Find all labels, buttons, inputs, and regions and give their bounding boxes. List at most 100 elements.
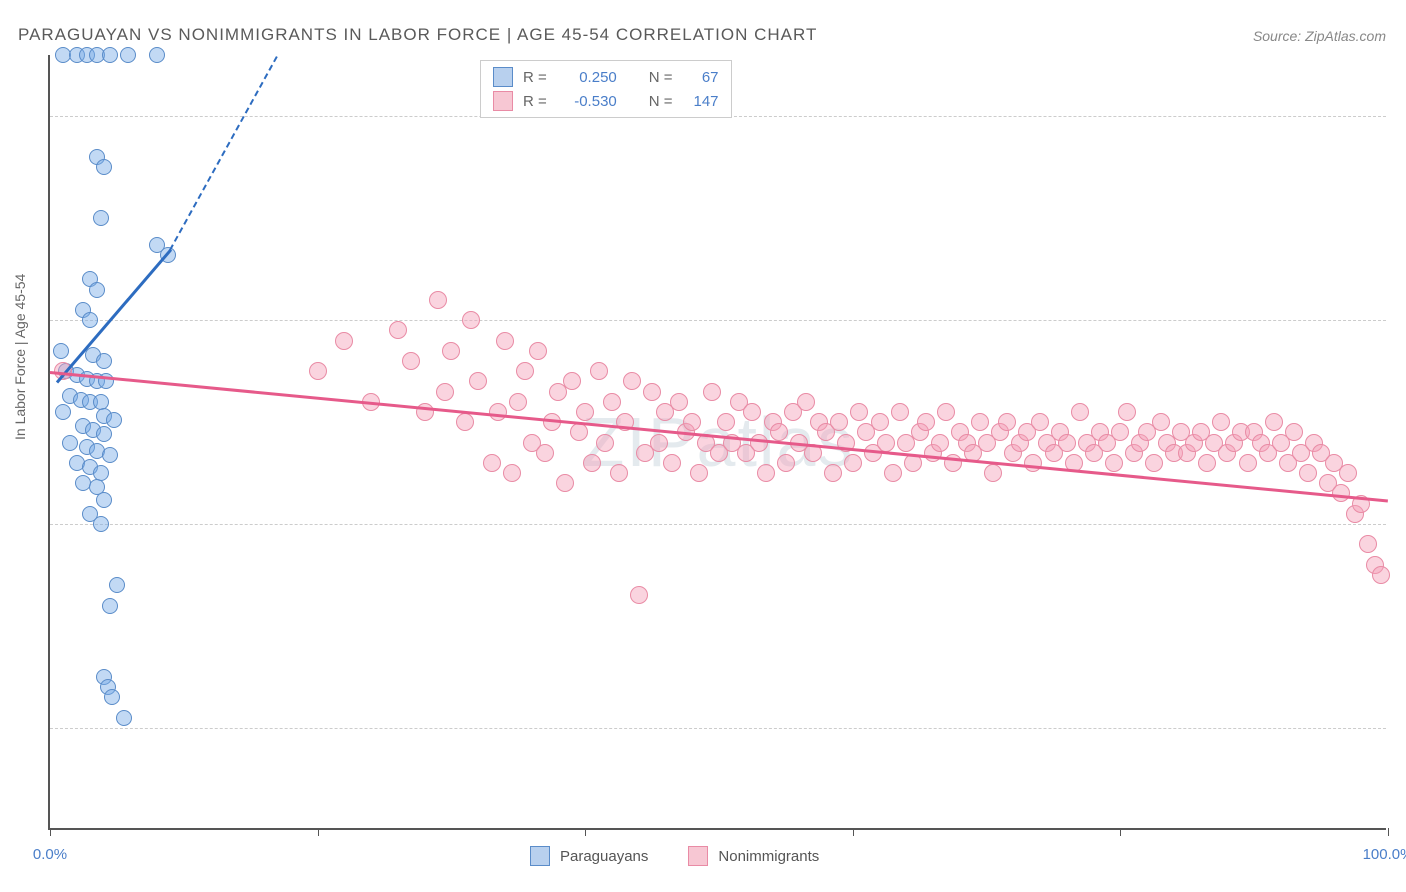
data-point-nonimmigrants — [509, 393, 527, 411]
data-point-paraguayans — [55, 404, 71, 420]
data-point-nonimmigrants — [757, 464, 775, 482]
source-attribution: Source: ZipAtlas.com — [1253, 28, 1386, 44]
legend-n-value: 67 — [683, 69, 719, 86]
data-point-nonimmigrants — [623, 372, 641, 390]
data-point-nonimmigrants — [603, 393, 621, 411]
data-point-nonimmigrants — [456, 413, 474, 431]
data-point-nonimmigrants — [643, 383, 661, 401]
data-point-paraguayans — [106, 412, 122, 428]
legend-swatch — [530, 846, 550, 866]
chart-title: PARAGUAYAN VS NONIMMIGRANTS IN LABOR FOR… — [18, 25, 817, 45]
data-point-nonimmigrants — [1145, 454, 1163, 472]
trend-line — [56, 249, 172, 384]
data-point-nonimmigrants — [1111, 423, 1129, 441]
data-point-nonimmigrants — [1058, 434, 1076, 452]
x-tick — [318, 828, 319, 836]
data-point-nonimmigrants — [309, 362, 327, 380]
data-point-nonimmigrants — [743, 403, 761, 421]
legend-r-label: R = — [523, 69, 547, 86]
data-point-nonimmigrants — [1105, 454, 1123, 472]
data-point-paraguayans — [93, 516, 109, 532]
chart-container: PARAGUAYAN VS NONIMMIGRANTS IN LABOR FOR… — [0, 0, 1406, 892]
data-point-paraguayans — [116, 710, 132, 726]
data-point-nonimmigrants — [844, 454, 862, 472]
data-point-paraguayans — [102, 47, 118, 63]
data-point-paraguayans — [104, 689, 120, 705]
grid-line — [50, 320, 1386, 321]
data-point-nonimmigrants — [984, 464, 1002, 482]
data-point-paraguayans — [53, 343, 69, 359]
x-tick-label: 100.0% — [1363, 846, 1406, 863]
data-point-nonimmigrants — [590, 362, 608, 380]
data-point-nonimmigrants — [931, 434, 949, 452]
legend-n-label: N = — [649, 93, 673, 110]
data-point-nonimmigrants — [536, 444, 554, 462]
data-point-nonimmigrants — [937, 403, 955, 421]
data-point-nonimmigrants — [1152, 413, 1170, 431]
legend-r-label: R = — [523, 93, 547, 110]
legend-label: Nonimmigrants — [718, 848, 819, 865]
data-point-nonimmigrants — [489, 403, 507, 421]
data-point-paraguayans — [149, 47, 165, 63]
x-tick — [1388, 828, 1389, 836]
data-point-nonimmigrants — [583, 454, 601, 472]
legend-n-label: N = — [649, 69, 673, 86]
data-point-nonimmigrants — [777, 454, 795, 472]
trend-line — [170, 56, 279, 251]
data-point-nonimmigrants — [570, 423, 588, 441]
data-point-paraguayans — [120, 47, 136, 63]
data-point-nonimmigrants — [462, 311, 480, 329]
legend-row: R = -0.530 N = 147 — [493, 89, 719, 113]
data-point-nonimmigrants — [830, 413, 848, 431]
data-point-nonimmigrants — [1031, 413, 1049, 431]
data-point-nonimmigrants — [877, 434, 895, 452]
data-point-nonimmigrants — [610, 464, 628, 482]
legend-swatch — [688, 846, 708, 866]
data-point-nonimmigrants — [483, 454, 501, 472]
data-point-nonimmigrants — [429, 291, 447, 309]
data-point-paraguayans — [96, 426, 112, 442]
legend-swatch — [493, 67, 513, 87]
data-point-nonimmigrants — [650, 434, 668, 452]
data-point-nonimmigrants — [1285, 423, 1303, 441]
data-point-nonimmigrants — [1212, 413, 1230, 431]
legend-item: Paraguayans — [530, 846, 648, 866]
data-point-nonimmigrants — [516, 362, 534, 380]
data-point-nonimmigrants — [1299, 464, 1317, 482]
data-point-paraguayans — [96, 159, 112, 175]
legend-item: Nonimmigrants — [688, 846, 819, 866]
data-point-nonimmigrants — [563, 372, 581, 390]
series-legend: Paraguayans Nonimmigrants — [530, 846, 819, 866]
data-point-nonimmigrants — [917, 413, 935, 431]
legend-row: R =0.250N =67 — [493, 65, 719, 89]
data-point-nonimmigrants — [824, 464, 842, 482]
legend-swatch — [493, 91, 513, 111]
data-point-nonimmigrants — [556, 474, 574, 492]
data-point-nonimmigrants — [1372, 566, 1390, 584]
data-point-nonimmigrants — [442, 342, 460, 360]
plot-area: ZIPatlas 70.0%80.0%90.0%100.0%0.0%100.0%… — [48, 55, 1386, 830]
data-point-nonimmigrants — [402, 352, 420, 370]
data-point-nonimmigrants — [663, 454, 681, 472]
data-point-nonimmigrants — [503, 464, 521, 482]
data-point-nonimmigrants — [1359, 535, 1377, 553]
data-point-nonimmigrants — [884, 464, 902, 482]
data-point-nonimmigrants — [871, 413, 889, 431]
data-point-nonimmigrants — [496, 332, 514, 350]
data-point-nonimmigrants — [436, 383, 454, 401]
data-point-nonimmigrants — [335, 332, 353, 350]
x-tick — [853, 828, 854, 836]
data-point-nonimmigrants — [1239, 454, 1257, 472]
legend-r-value: -0.530 — [557, 93, 617, 110]
x-tick — [585, 828, 586, 836]
data-point-nonimmigrants — [1118, 403, 1136, 421]
data-point-paraguayans — [93, 210, 109, 226]
legend-n-value: 147 — [683, 93, 719, 110]
data-point-nonimmigrants — [1339, 464, 1357, 482]
data-point-nonimmigrants — [670, 393, 688, 411]
legend-label: Paraguayans — [560, 848, 648, 865]
data-point-nonimmigrants — [717, 413, 735, 431]
data-point-paraguayans — [62, 435, 78, 451]
data-point-nonimmigrants — [683, 413, 701, 431]
x-tick — [50, 828, 51, 836]
